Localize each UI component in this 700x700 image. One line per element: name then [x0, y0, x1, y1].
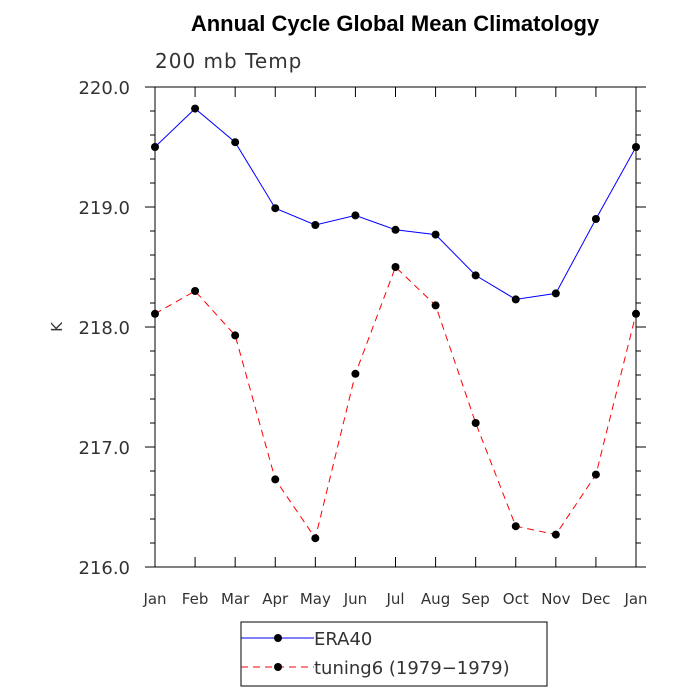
legend-box [240, 621, 548, 687]
x-tick-label: Apr [262, 590, 289, 608]
series-point-0 [431, 230, 440, 239]
series-line-1 [154, 266, 637, 540]
plot-frame [154, 86, 637, 568]
series-point-1 [551, 530, 560, 539]
series-point-1 [591, 470, 600, 479]
series-point-1 [151, 309, 159, 318]
x-tick-label: Mar [221, 590, 250, 608]
tick-labels: Jan Feb Mar Apr May Jun Jul Aug Sep Oct Nov Dec Jan 2… [78, 78, 647, 608]
series-point-0 [632, 143, 640, 151]
y-tick-label: 220.0 [78, 78, 130, 99]
x-tick-label: Dec [581, 590, 610, 608]
y-tick-label: 216.0 [78, 558, 130, 579]
legend: ERA40 tuning6 (1979−1979) [240, 621, 548, 687]
x-tick-label: Feb [182, 590, 209, 608]
series-point-0 [271, 204, 280, 213]
series-point-1 [351, 369, 360, 378]
axis-ticks [145, 86, 646, 568]
legend-marker-tuning6 [274, 663, 282, 671]
y-tick-label: 219.0 [78, 198, 130, 219]
x-tick-label: May [300, 590, 331, 608]
series-point-1 [632, 309, 640, 318]
series-point-0 [591, 215, 600, 223]
x-tick-label: Jul [385, 590, 404, 608]
x-tick-label: Jan [142, 590, 166, 608]
series-point-1 [471, 419, 480, 427]
series-point-1 [431, 301, 440, 310]
legend-label-tuning6: tuning6 (1979−1979) [314, 658, 510, 679]
chart-title: Annual Cycle Global Mean Climatology [191, 11, 600, 36]
series-point-0 [231, 138, 240, 147]
x-tick-label: Jun [343, 590, 367, 608]
series-point-1 [511, 522, 520, 531]
series-point-0 [351, 211, 360, 220]
series-layer [151, 104, 640, 543]
series-point-0 [471, 271, 480, 280]
x-tick-label: Nov [541, 590, 570, 608]
series-point-1 [271, 475, 280, 484]
series-point-1 [231, 331, 240, 340]
x-tick-label: Sep [462, 590, 490, 608]
series-point-0 [551, 289, 560, 298]
legend-label-era40: ERA40 [314, 629, 372, 650]
series-point-1 [391, 263, 400, 271]
x-tick-label: Jan [623, 590, 647, 608]
series-point-0 [151, 143, 159, 151]
series-point-0 [311, 221, 320, 229]
series-point-0 [511, 295, 520, 304]
y-tick-label: 218.0 [78, 318, 130, 339]
legend-marker-era40 [274, 634, 282, 642]
y-tick-label: 217.0 [78, 438, 130, 459]
chart-subtitle: 200 mb Temp [155, 49, 302, 73]
series-point-0 [191, 104, 200, 113]
series-point-1 [191, 287, 200, 295]
y-axis-label: K [48, 321, 66, 332]
series-point-0 [391, 225, 400, 234]
series-point-1 [311, 534, 320, 543]
x-tick-label: Aug [421, 590, 450, 608]
x-tick-label: Oct [503, 590, 529, 608]
